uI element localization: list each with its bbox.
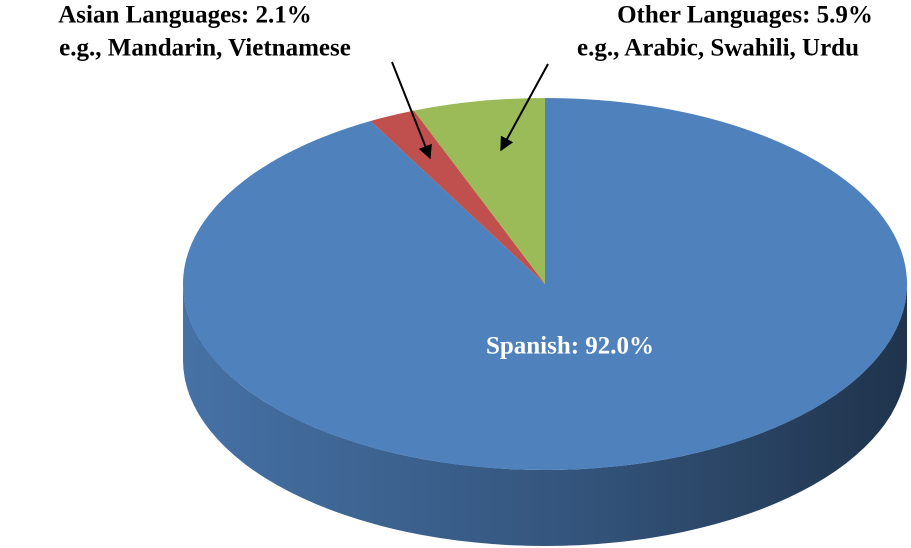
slice-label: Spanish: 92.0% xyxy=(486,333,654,360)
slice-label: Other Languages: 5.9% xyxy=(617,2,873,29)
annotation-arrow xyxy=(500,63,549,152)
slice-side-shade xyxy=(183,284,907,546)
slice-label: Asian Languages: 2.1% xyxy=(58,2,312,29)
pie xyxy=(183,98,907,546)
slice xyxy=(370,110,545,285)
annotation-arrow xyxy=(391,61,432,160)
annotation: e.g., Arabic, Swahili, Urdu xyxy=(577,35,859,62)
annotation: e.g., Mandarin, Vietnamese xyxy=(59,35,351,62)
